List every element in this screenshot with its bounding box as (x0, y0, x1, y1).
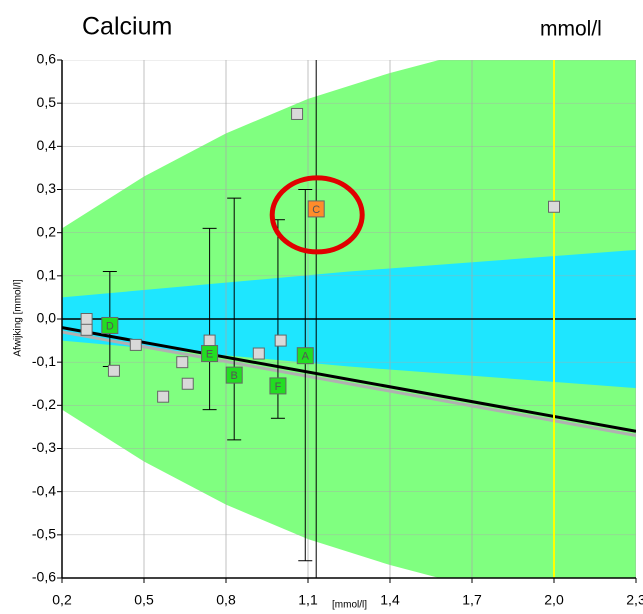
y-tick-label: 0,4 (37, 137, 57, 153)
point-label: A (302, 351, 310, 363)
data-point (203, 334, 216, 347)
x-tick-label: 1,1 (298, 592, 318, 608)
data-point (129, 338, 142, 351)
x-tick-label: 1,7 (462, 592, 482, 608)
highlight-circle (269, 175, 365, 255)
unit-label: mmol/l (540, 18, 602, 41)
data-point (296, 347, 314, 365)
data-point (101, 316, 119, 334)
x-tick-label: 2,0 (544, 592, 564, 608)
point-label: E (206, 348, 213, 360)
data-point (181, 377, 194, 390)
point-label: B (231, 370, 238, 382)
regression-line (62, 330, 636, 438)
y-tick-label: 0,3 (37, 180, 57, 196)
y-tick-label: -0,6 (32, 569, 56, 585)
y-tick-label: 0,2 (37, 223, 57, 239)
data-point (225, 366, 243, 384)
data-point (157, 390, 170, 403)
data-point (176, 356, 189, 369)
data-point (80, 313, 93, 325)
x-tick-label: 0,5 (134, 592, 154, 608)
y-tick-label: -0,3 (32, 439, 56, 455)
data-point (80, 323, 93, 336)
data-point (307, 200, 325, 218)
y-tick-label: -0,1 (32, 353, 56, 369)
data-point (107, 364, 120, 377)
data-point (548, 200, 560, 213)
data-point (291, 107, 304, 120)
y-axis-label: Afwijking [mmol/l] (13, 279, 24, 356)
x-axis-label: [mmol/l] (332, 600, 367, 611)
data-point (274, 334, 287, 347)
chart-title: Calcium (82, 13, 172, 41)
y-tick-label: -0,2 (32, 396, 56, 412)
y-tick-label: 0,0 (37, 310, 57, 326)
axes: 0,2 0,5 0,8 1,1 1,4 1,7 2,0 2,3 -0,6 -0,5 -0,4 -0,3… (32, 51, 643, 608)
data-point (201, 345, 219, 363)
y-tick-label: 0,6 (37, 51, 57, 67)
error-bar (202, 227, 217, 411)
y-tick-label: -0,5 (32, 526, 56, 542)
plot-area: D E B F A C (62, 60, 636, 578)
x-tick-label: 0,2 (52, 592, 72, 608)
point-label: D (106, 320, 114, 332)
regression-line (62, 326, 636, 433)
x-tick-label: 2,3 (626, 592, 643, 608)
point-label: C (312, 204, 320, 216)
error-bar (227, 197, 242, 441)
point-label: F (275, 381, 282, 393)
y-tick-label: 0,5 (37, 94, 57, 110)
data-point (269, 377, 287, 395)
data-point (252, 347, 265, 360)
x-tick-label: 0,8 (216, 592, 236, 608)
y-tick-label: -0,4 (32, 482, 56, 498)
y-tick-label: 0,1 (37, 267, 57, 283)
x-tick-label: 1,4 (380, 592, 400, 608)
